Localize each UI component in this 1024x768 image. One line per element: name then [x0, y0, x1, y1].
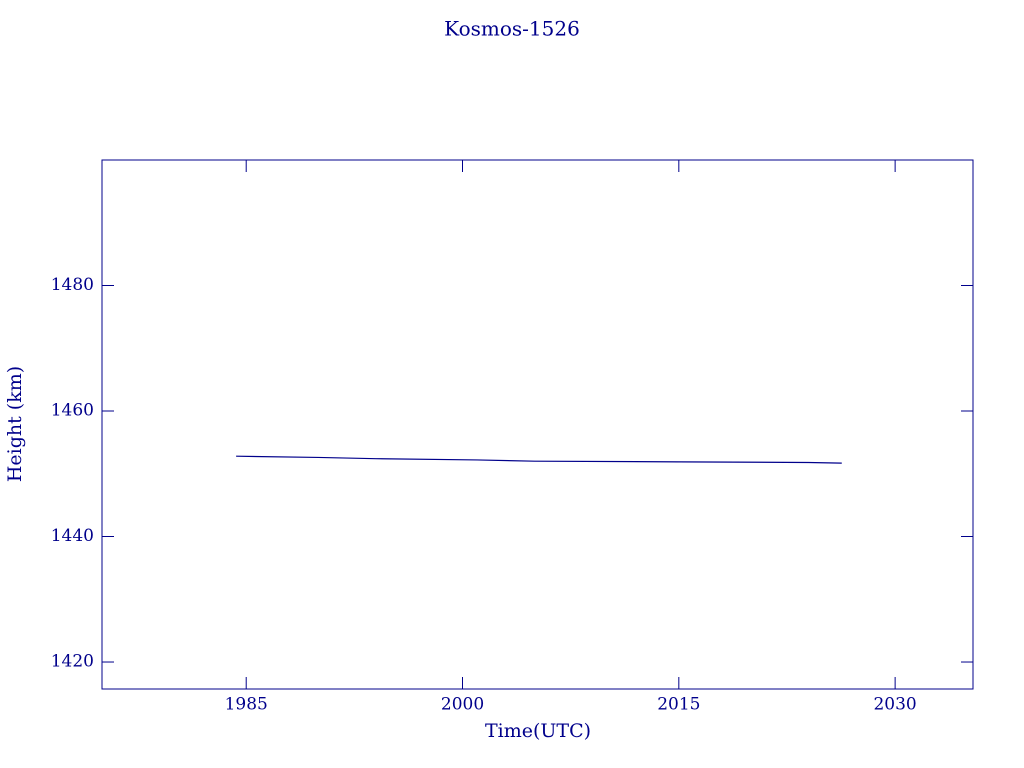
x-tick-label: 1985 — [225, 695, 268, 715]
x-axis-label: Time(UTC) — [485, 720, 591, 742]
x-tick-label: 2000 — [441, 695, 484, 715]
y-tick-label: 1480 — [51, 275, 94, 295]
y-axis-label: Height (km) — [4, 366, 26, 482]
x-tick-label: 2030 — [873, 695, 916, 715]
y-tick-label: 1460 — [51, 401, 94, 421]
x-tick-label: 2015 — [657, 695, 700, 715]
chart-title: Kosmos-1526 — [444, 17, 580, 41]
data-line — [236, 455, 842, 464]
plot-frame — [101, 159, 974, 690]
y-tick-label: 1420 — [51, 652, 94, 672]
y-tick-label: 1440 — [51, 526, 94, 546]
